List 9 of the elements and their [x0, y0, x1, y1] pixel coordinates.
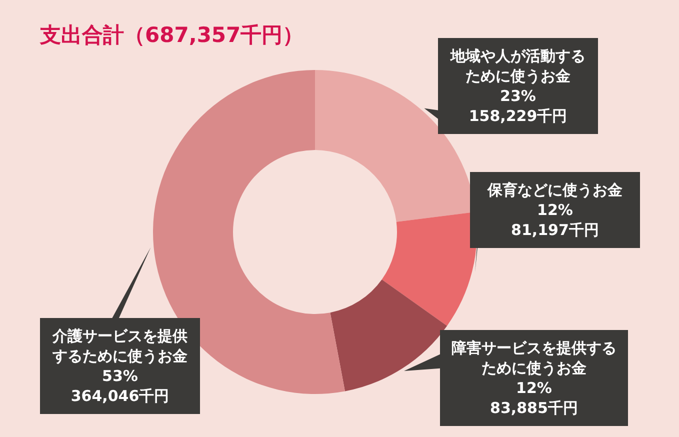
- slice-label: 介護サービスを提供するために使うお金: [52, 327, 188, 365]
- chart-title: 支出合計（687,357千円）: [39, 23, 304, 47]
- data-label: 23% 158,229千円: [468, 87, 568, 125]
- data-label: 53% 364,046千円: [70, 367, 170, 405]
- data-label: 12% 83,885千円: [490, 379, 578, 417]
- slice-label: 保育などに使うお金: [486, 181, 622, 199]
- slice-label: 障害サービスを提供するために使うお金: [452, 339, 616, 377]
- data-label: 12% 81,197千円: [511, 201, 599, 239]
- slice-label: 地域や人が活動するために使うお金: [450, 47, 586, 85]
